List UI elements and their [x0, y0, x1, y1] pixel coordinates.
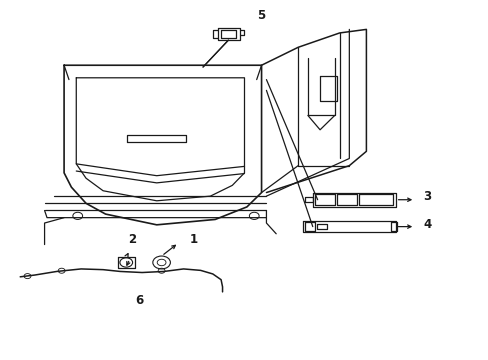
Text: 2: 2 — [128, 233, 136, 246]
Text: 3: 3 — [423, 190, 430, 203]
Text: 4: 4 — [422, 218, 430, 231]
Text: 5: 5 — [257, 9, 265, 22]
Text: 6: 6 — [135, 294, 143, 307]
Text: 1: 1 — [189, 233, 197, 246]
